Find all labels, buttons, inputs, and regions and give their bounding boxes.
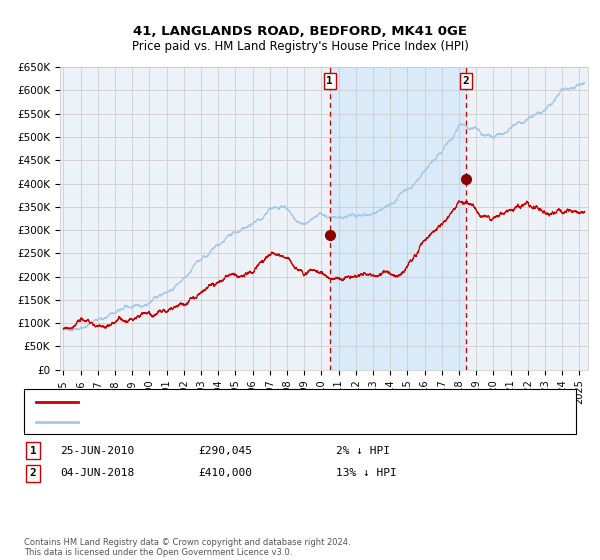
Text: 25-JUN-2010: 25-JUN-2010	[60, 446, 134, 456]
Text: 41, LANGLANDS ROAD, BEDFORD, MK41 0GE (detached house): 41, LANGLANDS ROAD, BEDFORD, MK41 0GE (d…	[87, 396, 417, 407]
Bar	[329, 67, 466, 370]
Text: 2% ↓ HPI: 2% ↓ HPI	[336, 446, 390, 456]
Text: 13% ↓ HPI: 13% ↓ HPI	[336, 468, 397, 478]
Text: Price paid vs. HM Land Registry's House Price Index (HPI): Price paid vs. HM Land Registry's House …	[131, 40, 469, 53]
Text: 2: 2	[463, 76, 470, 86]
Text: 04-JUN-2018: 04-JUN-2018	[60, 468, 134, 478]
Text: £290,045: £290,045	[198, 446, 252, 456]
Text: 2: 2	[29, 468, 37, 478]
Text: Contains HM Land Registry data © Crown copyright and database right 2024.
This d: Contains HM Land Registry data © Crown c…	[24, 538, 350, 557]
Text: HPI: Average price, detached house, Bedford: HPI: Average price, detached house, Bedf…	[87, 417, 321, 427]
Text: 41, LANGLANDS ROAD, BEDFORD, MK41 0GE: 41, LANGLANDS ROAD, BEDFORD, MK41 0GE	[133, 25, 467, 38]
Text: 1: 1	[29, 446, 37, 456]
Text: 1: 1	[326, 76, 333, 86]
Text: £410,000: £410,000	[198, 468, 252, 478]
